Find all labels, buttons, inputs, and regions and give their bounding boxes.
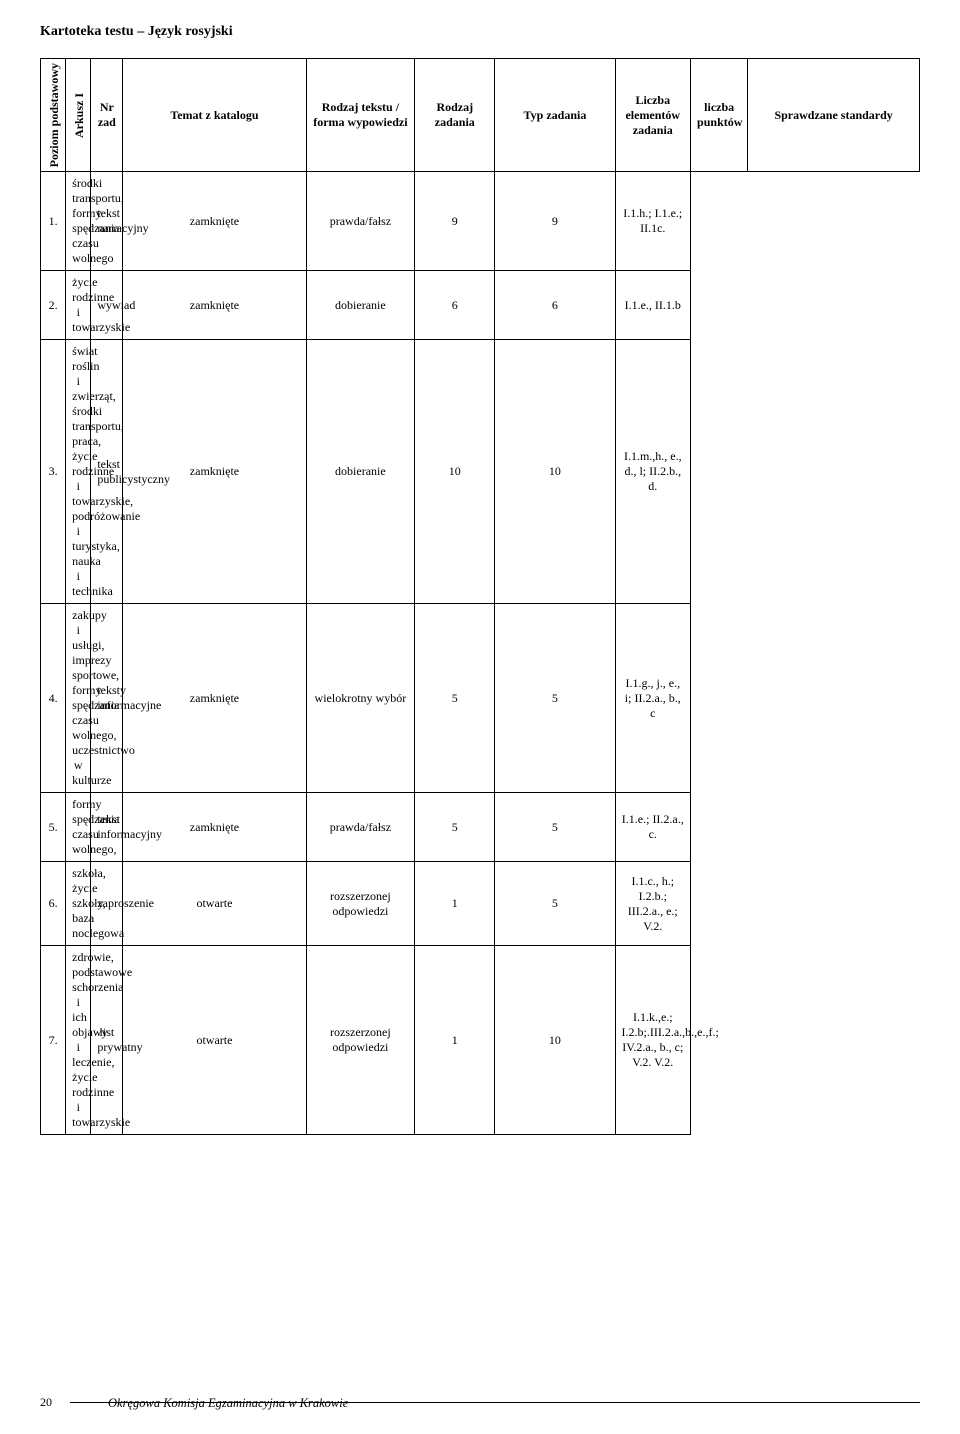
cell-elem: 1 (415, 946, 495, 1135)
col-std: Sprawdzane standardy (748, 59, 920, 172)
col-elem: Liczba elementów zadania (615, 59, 691, 172)
cell-nr: 5. (41, 793, 66, 862)
footer-org: Okręgowa Komisja Egzaminacyjna w Krakowi… (108, 1396, 348, 1410)
cell-rodzaj: otwarte (123, 862, 306, 946)
cell-nr: 6. (41, 862, 66, 946)
col-typ: Typ zadania (495, 59, 615, 172)
cell-typ: rozszerzonej odpowiedzi (306, 946, 415, 1135)
cell-elem: 5 (415, 793, 495, 862)
cell-std: I.1.e.; II.2.a., c. (615, 793, 691, 862)
cell-temat: życie rodzinne i towarzyskie (66, 271, 91, 340)
table-row: 7.zdrowie, podstawowe schorzenia i ich o… (41, 946, 920, 1135)
cell-pkt: 10 (495, 340, 615, 604)
page-number: 20 (40, 1395, 52, 1410)
kartoteka-table: Poziom podstawowy Arkusz I Nr zad Temat … (40, 58, 920, 1135)
cell-rodzaj: otwarte (123, 946, 306, 1135)
cell-nr: 1. (41, 172, 66, 271)
table-row: 3.świat roślin i zwierząt, środki transp… (41, 340, 920, 604)
cell-typ: prawda/fałsz (306, 793, 415, 862)
footer-divider (70, 1402, 920, 1403)
table-header-row: Poziom podstawowy Arkusz I Nr zad Temat … (41, 59, 920, 172)
table-row: 2.życie rodzinne i towarzyskiewywiadzamk… (41, 271, 920, 340)
cell-pkt: 10 (495, 946, 615, 1135)
cell-rodzaj: zamknięte (123, 172, 306, 271)
table-row: 6.szkoła, życie szkoły, baza noclegowaza… (41, 862, 920, 946)
cell-pkt: 6 (495, 271, 615, 340)
cell-elem: 9 (415, 172, 495, 271)
cell-pkt: 5 (495, 862, 615, 946)
cell-nr: 3. (41, 340, 66, 604)
col-pkt: liczba punktów (691, 59, 748, 172)
cell-typ: dobieranie (306, 340, 415, 604)
table-row: 5.formy spędzania czasu wolnego,tekst in… (41, 793, 920, 862)
cell-elem: 1 (415, 862, 495, 946)
cell-std: I.1.h.; I.1.e.; II.1c. (615, 172, 691, 271)
cell-elem: 10 (415, 340, 495, 604)
cell-nr: 7. (41, 946, 66, 1135)
col-rodzaj: Rodzaj zadania (415, 59, 495, 172)
cell-temat: zdrowie, podstawowe schorzenia i ich obj… (66, 946, 91, 1135)
cell-nr: 4. (41, 604, 66, 793)
cell-typ: rozszerzonej odpowiedzi (306, 862, 415, 946)
cell-rodzaj: zamknięte (123, 793, 306, 862)
table-body: 1.środki transportu, formy spędzania cza… (41, 172, 920, 1135)
side-level: Poziom podstawowy (41, 59, 66, 172)
cell-pkt: 5 (495, 604, 615, 793)
col-temat: Temat z katalogu (123, 59, 306, 172)
cell-temat: formy spędzania czasu wolnego, (66, 793, 91, 862)
cell-std: I.1.c., h.; I.2.b.; III.2.a., e.; V.2. (615, 862, 691, 946)
cell-temat: środki transportu, formy spędzania czasu… (66, 172, 91, 271)
cell-std: I.1.m.,h., e., d., l; II.2.b., d. (615, 340, 691, 604)
cell-temat: zakupy i usługi, imprezy sportowe, formy… (66, 604, 91, 793)
cell-std: I.1.g., j., e., i; II.2.a., b., c (615, 604, 691, 793)
cell-typ: prawda/fałsz (306, 172, 415, 271)
doc-title: Kartoteka testu – Język rosyjski (40, 24, 920, 40)
table-row: 1.środki transportu, formy spędzania cza… (41, 172, 920, 271)
cell-pkt: 5 (495, 793, 615, 862)
cell-elem: 5 (415, 604, 495, 793)
cell-elem: 6 (415, 271, 495, 340)
col-forma: Rodzaj tekstu / forma wypowiedzi (306, 59, 415, 172)
cell-nr: 2. (41, 271, 66, 340)
cell-temat: świat roślin i zwierząt, środki transpor… (66, 340, 91, 604)
table-row: 4.zakupy i usługi, imprezy sportowe, for… (41, 604, 920, 793)
cell-rodzaj: zamknięte (123, 271, 306, 340)
col-nr: Nr zad (91, 59, 123, 172)
cell-std: I.1.k.,e.; I.2.b;.III.2.a.,b.,e.,f.; IV.… (615, 946, 691, 1135)
cell-pkt: 9 (495, 172, 615, 271)
cell-temat: szkoła, życie szkoły, baza noclegowa (66, 862, 91, 946)
cell-typ: wielokrotny wybór (306, 604, 415, 793)
cell-std: I.1.e., II.1.b (615, 271, 691, 340)
cell-typ: dobieranie (306, 271, 415, 340)
side-sheet: Arkusz I (66, 59, 91, 172)
